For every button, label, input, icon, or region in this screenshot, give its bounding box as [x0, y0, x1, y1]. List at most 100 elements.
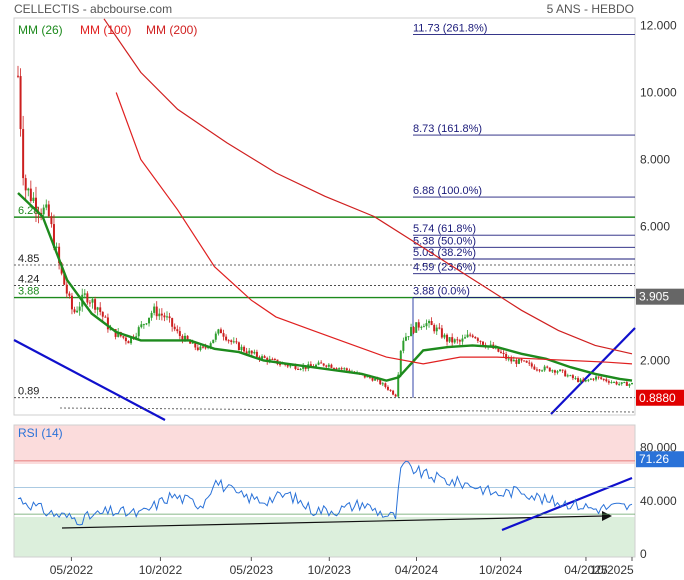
rsi-support-line — [61, 515, 605, 529]
rsi-series — [14, 460, 635, 526]
candle-body — [150, 312, 153, 318]
candle-body — [243, 346, 246, 352]
candle-body — [571, 375, 574, 379]
candle-body — [366, 376, 369, 378]
candle-body — [222, 333, 225, 337]
x-tick-label: 10/2024 — [479, 563, 523, 577]
candle-body — [232, 341, 235, 343]
candle-body — [620, 382, 623, 384]
candle-body — [615, 381, 618, 385]
rsi-arrow-head — [602, 511, 612, 521]
candle-body — [104, 316, 107, 318]
candle-body — [422, 326, 425, 328]
candle-body — [510, 358, 513, 362]
candle-body — [27, 188, 30, 191]
candle-body — [183, 335, 186, 342]
candle-body — [73, 309, 76, 313]
last-price-label: 3.905 — [639, 290, 669, 304]
candle-body — [330, 364, 333, 368]
candle-body — [289, 365, 292, 367]
candle-body — [546, 366, 549, 368]
candle-body — [374, 378, 377, 381]
candle-body — [294, 365, 297, 369]
candle-body — [602, 378, 605, 380]
candle-body — [428, 321, 431, 324]
rsi-panel-frame — [13, 424, 636, 558]
candle-body — [407, 336, 410, 338]
candle-body — [515, 359, 518, 364]
candle-body — [168, 316, 171, 319]
level-label: 4.85 — [18, 253, 39, 265]
candle-body — [440, 328, 443, 338]
candle-body — [322, 363, 325, 366]
candle-body — [83, 293, 86, 295]
rsi-value-label: 71.26 — [639, 452, 669, 466]
candle-body — [605, 379, 608, 382]
candle-body — [55, 246, 58, 248]
trendlines — [13, 327, 636, 532]
x-tick-label: 10/2025 — [590, 563, 634, 577]
candle-body — [189, 340, 192, 344]
candle-body — [345, 368, 348, 371]
candle-body — [569, 375, 572, 377]
candle-body — [381, 383, 384, 385]
candle-body — [453, 339, 456, 343]
candle-body — [535, 369, 538, 371]
candle-body — [50, 216, 53, 225]
candlesticks — [17, 65, 633, 398]
x-tick-label: 05/2022 — [50, 563, 94, 577]
fib-label: 4.59 (23.6%) — [413, 262, 476, 274]
legend-item-ma100: MM (100) — [80, 23, 131, 37]
candle-body — [579, 379, 582, 383]
candle-body — [574, 378, 577, 380]
rsi-tick-label: 40.000 — [640, 494, 677, 508]
fib-label: 5.74 (61.8%) — [413, 223, 476, 235]
rsi-tick-label: 80.000 — [640, 441, 677, 455]
candle-body — [78, 306, 81, 311]
candle-body — [22, 129, 25, 179]
candle-body — [135, 336, 138, 339]
candle-body — [142, 324, 145, 326]
candle-body — [160, 313, 163, 316]
candle-body — [145, 323, 148, 325]
price-tick-label: 2.000 — [640, 354, 670, 368]
candle-body — [309, 364, 312, 367]
candle-body — [520, 358, 523, 361]
candle-body — [499, 351, 502, 353]
legend-item-ma26: MM (26) — [18, 23, 63, 37]
candle-body — [201, 346, 204, 348]
uptrend-line — [550, 327, 636, 415]
candle-body — [512, 359, 515, 362]
candle-body — [240, 346, 243, 351]
moving-averages — [17, 18, 633, 382]
candle-body — [327, 364, 330, 367]
x-tick-label: 05/2023 — [230, 563, 274, 577]
candle-body — [166, 316, 169, 318]
candle-body — [199, 346, 202, 350]
candle-body — [564, 370, 567, 377]
candle-body — [117, 332, 120, 337]
rsi-overbought-zone — [14, 425, 635, 464]
candle-body — [448, 337, 451, 342]
x-tick-label: 04/2024 — [395, 563, 439, 577]
ma-line-1 — [115, 92, 633, 365]
candle-body — [410, 327, 413, 337]
candle-body — [302, 365, 305, 369]
candle-body — [34, 197, 37, 212]
candle-body — [404, 336, 407, 341]
candle-body — [219, 329, 222, 334]
fib-label: 5.03 (38.2%) — [413, 247, 476, 259]
candle-body — [225, 336, 228, 341]
candle-body — [315, 364, 318, 368]
candle-body — [589, 378, 592, 380]
candle-body — [70, 295, 73, 310]
candle-body — [415, 322, 418, 333]
candle-body — [379, 379, 382, 385]
candle-body — [595, 376, 598, 380]
candle-body — [471, 335, 474, 337]
candle-body — [273, 359, 276, 361]
candle-body — [250, 350, 253, 354]
candle-body — [384, 383, 387, 387]
candle-body — [52, 224, 55, 248]
candle-body — [600, 377, 603, 379]
